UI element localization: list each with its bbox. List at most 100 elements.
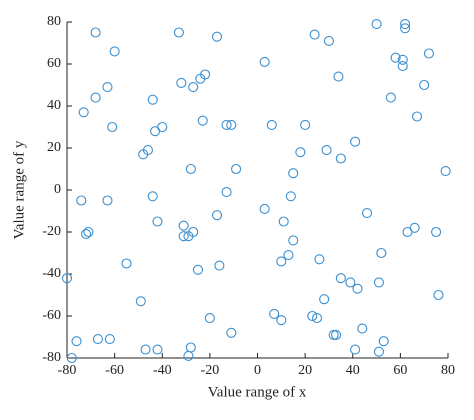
x-tick-label: -60 (105, 363, 124, 378)
x-tick-label: 0 (254, 363, 261, 378)
point (323, 35, 334, 46)
point (335, 273, 346, 284)
point (178, 231, 189, 242)
point (373, 277, 384, 288)
point (204, 313, 215, 324)
point (226, 327, 237, 338)
point (211, 210, 223, 221)
point (371, 19, 382, 30)
point (107, 121, 118, 133)
point (309, 29, 320, 40)
point (335, 153, 346, 164)
point (390, 52, 401, 63)
point (152, 216, 163, 227)
point (259, 56, 270, 67)
point (152, 344, 163, 355)
point (188, 82, 199, 93)
point (109, 46, 120, 57)
point (266, 119, 277, 130)
x-axis-title: Value range of x (208, 384, 307, 400)
y-tick-label: -60 (42, 308, 61, 323)
point (378, 336, 389, 347)
point (397, 54, 408, 65)
point (288, 235, 299, 246)
point (431, 226, 442, 238)
point (295, 147, 306, 158)
point (361, 208, 373, 219)
y-tick-label: 40 (47, 98, 61, 113)
point (221, 187, 232, 198)
point (276, 256, 287, 267)
y-tick-label: 20 (47, 140, 61, 155)
point (176, 77, 187, 88)
point (76, 195, 87, 206)
y-tick-label: 60 (47, 56, 61, 71)
x-tick-label: 20 (298, 363, 312, 378)
point (397, 61, 408, 72)
point (259, 203, 270, 214)
point (288, 168, 299, 179)
point (314, 254, 325, 265)
y-tick-label: 0 (54, 182, 61, 197)
point (345, 277, 356, 288)
point (357, 323, 368, 334)
y-axis-title: Value range of y (11, 140, 27, 239)
x-tick-label: -20 (201, 363, 220, 378)
point (350, 136, 361, 147)
point (350, 344, 361, 355)
point (61, 273, 73, 284)
point (373, 346, 384, 357)
point (300, 119, 311, 130)
point (311, 313, 323, 324)
point (411, 111, 423, 122)
point (66, 352, 77, 364)
x-tick-label: 40 (346, 363, 360, 378)
y-tick-label: -20 (42, 224, 61, 239)
point (183, 350, 194, 361)
x-tick-label: 80 (441, 363, 455, 378)
point (195, 73, 206, 84)
point (197, 115, 208, 126)
point (102, 195, 113, 206)
point (333, 71, 344, 82)
y-tick-label: -40 (42, 266, 61, 281)
point (221, 119, 232, 130)
point (192, 264, 204, 275)
point (331, 329, 342, 340)
x-tick-label: -80 (58, 363, 77, 378)
point (102, 82, 113, 93)
point (90, 27, 101, 38)
point (226, 119, 237, 130)
point (138, 149, 149, 160)
point (150, 126, 161, 137)
point (440, 166, 451, 177)
point (183, 231, 194, 242)
point (185, 342, 196, 353)
point (321, 145, 332, 156)
point (400, 23, 411, 34)
point (90, 92, 101, 103)
point (173, 27, 184, 38)
point (285, 191, 296, 202)
point (319, 294, 330, 305)
point (92, 334, 104, 345)
point (433, 289, 444, 301)
point (178, 220, 189, 231)
y-tick-label: 80 (47, 14, 61, 29)
point (81, 229, 92, 240)
point (121, 258, 132, 269)
point (278, 216, 289, 227)
point (185, 163, 196, 175)
point (140, 344, 151, 355)
point (78, 107, 89, 118)
point (135, 296, 146, 307)
point (211, 31, 223, 42)
point (283, 250, 294, 261)
point (385, 92, 396, 103)
point (423, 48, 435, 59)
point (276, 315, 287, 326)
point (419, 79, 430, 91)
point (231, 163, 242, 175)
point (328, 329, 339, 340)
